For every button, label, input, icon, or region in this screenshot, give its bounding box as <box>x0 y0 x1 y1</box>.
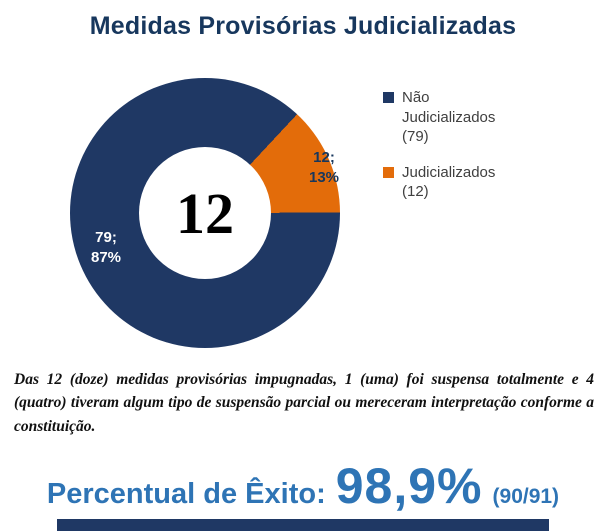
legend-item-judicializados: Judicializados (12) <box>383 163 523 202</box>
donut-chart: 79; 87% 12; 13% 12 <box>70 78 340 348</box>
success-rate-value: 98,9% <box>335 458 483 514</box>
note-text: Das 12 (doze) medidas provisórias impugn… <box>14 371 594 435</box>
chart-legend: Não Judicializados (79) Judicializados (… <box>383 88 523 218</box>
legend-label-judicializados: Judicializados (12) <box>402 163 496 201</box>
legend-swatch-navy-icon <box>383 92 394 103</box>
slice-label-nao-judicializados: 79; 87% <box>90 229 122 267</box>
legend-label-nao-judicializados: Não Judicializados (79) <box>402 89 496 145</box>
legend-swatch-orange-icon <box>383 166 394 178</box>
success-rate-row: Percentual de Êxito: 98,9% (90/91) <box>0 457 606 515</box>
donut-hole: 12 <box>139 147 271 279</box>
slice-label-judicializados: 12; 13% <box>308 149 340 187</box>
success-rate-label: Percentual de Êxito: <box>46 478 326 510</box>
donut-center-value: 12 <box>176 180 234 246</box>
page-title: Medidas Provisórias Judicializadas <box>89 12 517 40</box>
bottom-bar <box>57 519 549 531</box>
success-rate-detail: (90/91) <box>492 485 560 508</box>
legend-item-nao-judicializados: Não Judicializados (79) <box>383 88 523 147</box>
